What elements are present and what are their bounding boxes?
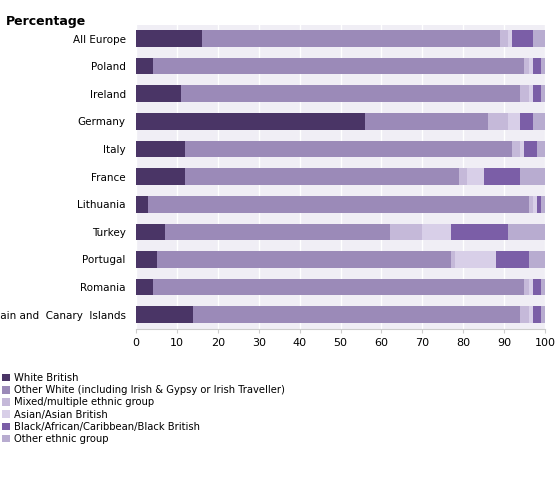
- Bar: [520, 113, 533, 129]
- Bar: [529, 306, 533, 323]
- Bar: [533, 58, 541, 75]
- Bar: [512, 30, 533, 47]
- Bar: [136, 279, 152, 295]
- Bar: [148, 196, 529, 212]
- Bar: [193, 306, 520, 323]
- Bar: [533, 279, 541, 295]
- Bar: [500, 30, 508, 47]
- Bar: [508, 30, 512, 47]
- Bar: [185, 141, 512, 157]
- Bar: [508, 224, 545, 240]
- Bar: [533, 306, 541, 323]
- Bar: [136, 141, 185, 157]
- Bar: [537, 196, 541, 212]
- Bar: [529, 196, 533, 212]
- Bar: [136, 306, 193, 323]
- Bar: [533, 30, 545, 47]
- Bar: [541, 85, 545, 102]
- Bar: [508, 113, 520, 129]
- Bar: [520, 306, 529, 323]
- Bar: [152, 279, 524, 295]
- Bar: [136, 224, 165, 240]
- Bar: [488, 113, 508, 129]
- Bar: [390, 224, 423, 240]
- Bar: [136, 196, 148, 212]
- Bar: [185, 168, 459, 185]
- Bar: [136, 85, 181, 102]
- Bar: [524, 141, 537, 157]
- Bar: [451, 251, 455, 268]
- Bar: [541, 279, 545, 295]
- Bar: [136, 113, 365, 129]
- Bar: [520, 168, 545, 185]
- Bar: [529, 251, 545, 268]
- Bar: [529, 279, 533, 295]
- Legend: White British, Other White (including Irish & Gypsy or Irish Traveller), Mixed/m: White British, Other White (including Ir…: [2, 373, 285, 444]
- Bar: [533, 196, 537, 212]
- Bar: [165, 224, 390, 240]
- Bar: [520, 141, 524, 157]
- Bar: [136, 58, 152, 75]
- Bar: [529, 85, 533, 102]
- Bar: [537, 141, 545, 157]
- Bar: [365, 113, 488, 129]
- Bar: [541, 196, 545, 212]
- Bar: [533, 113, 545, 129]
- Bar: [467, 168, 484, 185]
- Text: Percentage: Percentage: [6, 15, 86, 28]
- Bar: [524, 279, 529, 295]
- Bar: [136, 30, 202, 47]
- Bar: [496, 251, 529, 268]
- Bar: [136, 168, 185, 185]
- Bar: [455, 251, 496, 268]
- Bar: [529, 58, 533, 75]
- Bar: [451, 224, 508, 240]
- Bar: [512, 141, 520, 157]
- Bar: [541, 306, 545, 323]
- Bar: [157, 251, 451, 268]
- Bar: [152, 58, 524, 75]
- Bar: [484, 168, 520, 185]
- Bar: [423, 224, 451, 240]
- Bar: [181, 85, 520, 102]
- Bar: [202, 30, 500, 47]
- Bar: [541, 58, 545, 75]
- Bar: [136, 251, 157, 268]
- Bar: [459, 168, 467, 185]
- Bar: [520, 85, 529, 102]
- Bar: [524, 58, 529, 75]
- Bar: [533, 85, 541, 102]
